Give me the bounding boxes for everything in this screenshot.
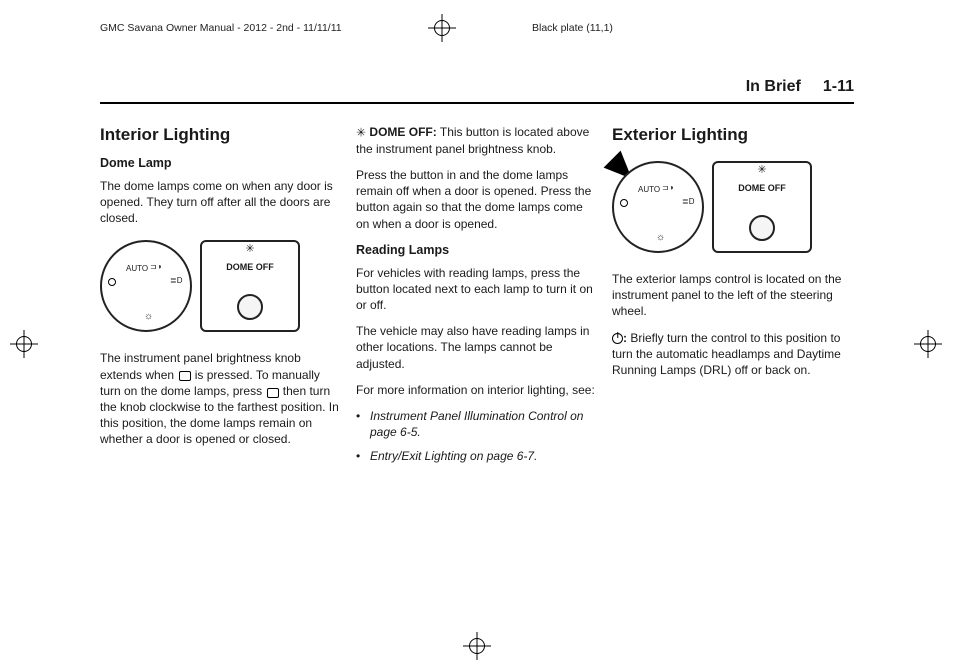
header-left: GMC Savana Owner Manual - 2012 - 2nd - 1… xyxy=(100,22,422,34)
header-crop-mark xyxy=(422,14,462,42)
dome-lamp-intro: The dome lamps come on when any door is … xyxy=(100,178,342,227)
section-title: In Brief xyxy=(746,78,801,96)
ref-entry-exit-lighting: Entry/Exit Lighting on page 6‑7. xyxy=(360,448,598,464)
columns: Interior Lighting Dome Lamp The dome lam… xyxy=(100,104,854,473)
reading-lamps-heading: Reading Lamps xyxy=(356,242,598,259)
page-body: In Brief 1-11 Interior Lighting Dome Lam… xyxy=(0,50,954,473)
crop-mark-left xyxy=(10,330,40,360)
brightness-icon xyxy=(177,369,191,381)
see-more-intro: For more information on interior lightin… xyxy=(356,382,598,398)
crop-mark-bottom xyxy=(463,632,491,660)
ref-illumination-control: Instrument Panel Illumination Control on… xyxy=(360,408,598,440)
crop-mark-right xyxy=(914,330,944,360)
print-header: GMC Savana Owner Manual - 2012 - 2nd - 1… xyxy=(0,0,954,50)
reading-lamps-p2: The vehicle may also have reading lamps … xyxy=(356,323,598,372)
dome-snow-icon: ✳ xyxy=(714,163,810,178)
dome-lamp-heading: Dome Lamp xyxy=(100,155,342,172)
dome-off-button-illustration xyxy=(237,294,263,320)
dome-off-lead: DOME OFF: xyxy=(369,125,436,139)
exterior-lighting-figure: AUTO ⊐◑ ≣D ☼ ✳ DOME OFF xyxy=(612,161,854,253)
dome-off-para-1: ✳ DOME OFF: This button is located above… xyxy=(356,124,598,157)
brightness-knob-para: The instrument panel brightness knob ext… xyxy=(100,350,342,447)
power-icon xyxy=(612,333,623,344)
dome-off-panel-illustration: ✳ DOME OFF xyxy=(200,240,300,332)
column-2: ✳ DOME OFF: This button is located above… xyxy=(356,124,598,473)
reference-list: Instrument Panel Illumination Control on… xyxy=(356,408,598,465)
dome-snow-icon: ✳ xyxy=(202,242,298,257)
dome-off-para-2: Press the button in and the dome lamps r… xyxy=(356,167,598,232)
exterior-off-position: : Briefly turn the control to this posit… xyxy=(612,330,854,379)
reading-lamps-p1: For vehicles with reading lamps, press t… xyxy=(356,265,598,314)
interior-lighting-heading: Interior Lighting xyxy=(100,124,342,147)
header-right: Black plate (11,1) xyxy=(462,22,854,34)
dome-off-button-illustration xyxy=(749,215,775,241)
interior-lighting-figure: AUTO ⊐◑ ≣D ☼ ✳ DOME OFF xyxy=(100,240,342,332)
dial-auto-label: AUTO xyxy=(638,185,660,196)
headlamp-dial-illustration: AUTO ⊐◑ ≣D ☼ xyxy=(100,240,192,332)
column-1: Interior Lighting Dome Lamp The dome lam… xyxy=(100,124,342,473)
dome-off-icon: ✳ xyxy=(356,126,366,140)
running-head: In Brief 1-11 xyxy=(100,50,854,104)
exterior-lighting-heading: Exterior Lighting xyxy=(612,124,854,147)
page-number: 1-11 xyxy=(823,78,854,96)
column-3: Exterior Lighting AUTO ⊐◑ ≣D ☼ ✳ DOME OF… xyxy=(612,124,854,473)
headlamp-dial-illustration: AUTO ⊐◑ ≣D ☼ xyxy=(612,161,704,253)
dome-off-panel-illustration: ✳ DOME OFF xyxy=(712,161,812,253)
dome-off-label: DOME OFF xyxy=(714,178,810,194)
exterior-control-location: The exterior lamps control is located on… xyxy=(612,271,854,320)
dome-off-label: DOME OFF xyxy=(202,257,298,273)
dial-auto-label: AUTO xyxy=(126,264,148,275)
brightness-icon xyxy=(265,386,279,398)
